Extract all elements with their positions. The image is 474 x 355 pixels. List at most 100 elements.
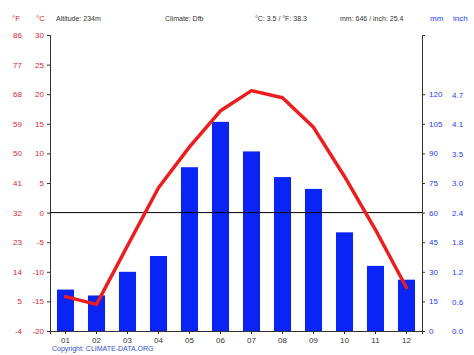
- annotation: °C: 3.5 / °F: 38.3: [255, 15, 307, 22]
- tick-mark: [47, 183, 50, 184]
- y3ticks-axis: -45142332415059687786: [13, 31, 50, 336]
- tick-label: -15: [32, 297, 44, 306]
- tick-label: 105: [429, 120, 443, 129]
- tick-label: 25: [35, 61, 44, 70]
- tick-mark: [47, 124, 50, 125]
- tick-mark: [47, 272, 50, 273]
- bar: [367, 266, 384, 331]
- tick: 0: [40, 209, 50, 218]
- tick: 120: [422, 90, 443, 99]
- y2ticks-axis: 0153045607590105120: [422, 36, 443, 337]
- tick: 23: [13, 238, 50, 247]
- tick: 32: [13, 209, 50, 218]
- line: [66, 91, 407, 305]
- tick: 75: [422, 179, 438, 188]
- tick: 0.0: [422, 327, 464, 336]
- tick: 5: [18, 297, 50, 306]
- tick-label: 05: [185, 336, 194, 345]
- tick: 3.5: [422, 150, 464, 159]
- bar-series: [57, 122, 415, 331]
- tick-mark: [47, 153, 50, 154]
- tick: 1.8: [422, 238, 464, 247]
- tick-mark: [189, 331, 190, 334]
- tick: 50: [13, 149, 50, 158]
- tick-label: 03: [123, 336, 132, 345]
- tick-label: 3.0: [452, 179, 464, 188]
- tick: 03: [123, 331, 132, 345]
- tick-label: 68: [13, 90, 22, 99]
- tick: 105: [422, 120, 443, 129]
- tick: 04: [154, 331, 163, 345]
- tick: 08: [278, 331, 287, 345]
- tick-label: 86: [13, 31, 22, 40]
- tick-label: 30: [429, 268, 438, 277]
- tick-label: 32: [13, 209, 22, 218]
- tick: 11: [371, 331, 380, 345]
- tick: 1.2: [422, 268, 464, 277]
- tick-label: 3.5: [452, 150, 464, 159]
- tick-label: 15: [35, 120, 44, 129]
- bar: [305, 189, 322, 331]
- annotation: Altitude: 234m: [56, 15, 101, 22]
- tick-label: 60: [429, 209, 438, 218]
- tick-mark: [47, 35, 50, 36]
- annotation: Climate: Dfb: [165, 15, 204, 22]
- axis-title: mm: [430, 14, 444, 23]
- tick-mark: [251, 331, 252, 334]
- yticks-axis: -20-15-10-5051015202530: [32, 31, 50, 336]
- tick-mark: [313, 331, 314, 334]
- tick: 68: [13, 90, 50, 99]
- tick-mark: [344, 331, 345, 334]
- tick: 30: [422, 268, 438, 277]
- tick-label: 120: [429, 90, 443, 99]
- tick-label: 1.2: [452, 268, 464, 277]
- tick-mark: [47, 301, 50, 302]
- bar: [336, 232, 353, 331]
- tick: 10: [35, 149, 50, 158]
- tick-label: 50: [13, 149, 22, 158]
- y4ticks-axis: 0.00.61.21.82.43.03.54.14.7: [422, 36, 464, 337]
- tick-label: 20: [35, 90, 44, 99]
- tick: 41: [13, 179, 50, 188]
- tick: -15: [32, 297, 50, 306]
- chart: -45142332415059687786-20-15-10-505101520…: [0, 0, 474, 355]
- tick-label: 0.0: [452, 327, 464, 336]
- tick-label: 30: [35, 31, 44, 40]
- tick-label: 07: [247, 336, 256, 345]
- bar: [119, 272, 136, 331]
- tick: 12: [402, 331, 411, 345]
- tick-label: 41: [13, 179, 22, 188]
- tick-mark: [47, 94, 50, 95]
- tick: 90: [422, 149, 438, 158]
- tick: 06: [216, 331, 225, 345]
- axis-title: inch: [453, 14, 468, 23]
- tick: 45: [422, 238, 438, 247]
- tick-label: 0.6: [452, 298, 464, 307]
- axis-line: [51, 332, 423, 335]
- tick-label: 0: [429, 327, 434, 336]
- tick-label: 08: [278, 336, 287, 345]
- tick-label: -20: [32, 327, 44, 336]
- tick: 30: [35, 31, 50, 40]
- tick-label: 77: [13, 61, 22, 70]
- tick: 20: [35, 90, 50, 99]
- tick-label: 12: [402, 336, 411, 345]
- tick-label: 0: [40, 209, 45, 218]
- tick-label: 14: [13, 268, 22, 277]
- tick-mark: [375, 331, 376, 334]
- tick-label: 1.8: [452, 238, 464, 247]
- tick: 05: [185, 331, 194, 345]
- tick-label: -4: [15, 327, 23, 336]
- tick-mark: [47, 242, 50, 243]
- tick-label: 2.4: [452, 209, 464, 218]
- tick: -4: [15, 327, 50, 336]
- tick: 2.4: [422, 209, 464, 218]
- tick: 10: [340, 331, 349, 345]
- tick: 3.0: [422, 179, 464, 188]
- source: Copyright: CLIMATE-DATA.ORG: [52, 345, 154, 353]
- tick: 15: [35, 120, 50, 129]
- axis-title: °C: [36, 14, 45, 23]
- tick-label: 09: [309, 336, 318, 345]
- tick: 02: [92, 331, 101, 345]
- tick-label: 5: [40, 179, 45, 188]
